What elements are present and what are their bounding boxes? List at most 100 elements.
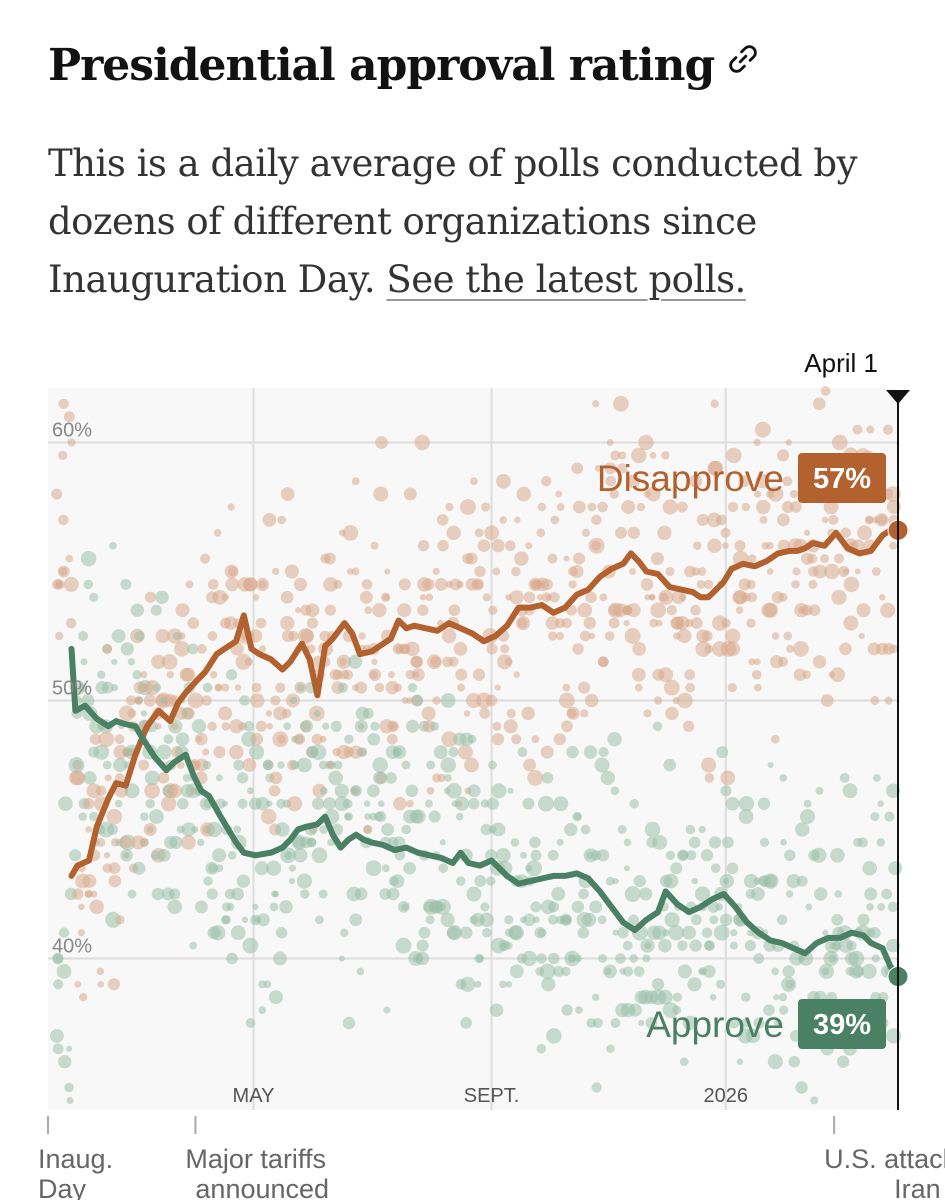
disapprove-poll-dot (182, 707, 195, 720)
approve-poll-dot (252, 903, 259, 911)
approve-poll-dot (233, 759, 245, 771)
approve-poll-dot (231, 887, 244, 901)
latest-polls-link[interactable]: See the latest polls. (386, 258, 746, 301)
disapprove-poll-dot (370, 541, 379, 550)
approve-poll-dot (150, 850, 161, 861)
disapprove-poll-dot (513, 671, 520, 678)
disapprove-poll-dot (572, 643, 584, 655)
approve-poll-dot (58, 927, 70, 938)
disapprove-poll-dot (577, 602, 593, 618)
approve-poll-dot (722, 877, 730, 885)
disapprove-poll-dot (880, 602, 896, 618)
disapprove-poll-dot (662, 499, 678, 515)
disapprove-poll-dot (525, 542, 533, 550)
x-tick-label: 2026 (703, 1085, 748, 1107)
approve-poll-dot (144, 770, 160, 786)
approve-poll-dot (212, 848, 227, 863)
disapprove-poll-dot (458, 744, 473, 760)
approve-poll-dot (488, 760, 497, 770)
approve-poll-dot (640, 938, 655, 953)
approve-poll-dot (315, 915, 324, 925)
approve-poll-dot (778, 993, 788, 1002)
approve-poll-dot (195, 900, 208, 914)
disapprove-poll-dot (319, 735, 327, 743)
disapprove-poll-dot (179, 667, 194, 682)
disapprove-poll-dot (537, 502, 547, 512)
disapprove-poll-dot (689, 474, 703, 488)
approve-poll-dot (256, 913, 270, 927)
disapprove-poll-dot (437, 773, 446, 783)
approve-poll-dot (644, 821, 661, 838)
disapprove-poll-dot (355, 681, 368, 694)
approve-poll-dot (300, 889, 310, 899)
approve-poll-dot (428, 810, 441, 823)
approve-poll-dot (677, 964, 692, 979)
approve-poll-dot (255, 796, 270, 811)
disapprove-poll-dot (692, 541, 702, 550)
approve-poll-dot (578, 888, 589, 900)
x-tick-label: MAY (233, 1085, 275, 1107)
disapprove-poll-dot (323, 552, 336, 565)
disapprove-poll-dot (549, 592, 560, 603)
disapprove-poll-dot (870, 695, 880, 706)
approve-poll-dot (657, 989, 673, 1005)
disapprove-poll-dot (419, 594, 427, 601)
approve-poll-dot (64, 1082, 74, 1093)
disapprove-poll-dot (397, 603, 412, 618)
disapprove-poll-dot (691, 567, 700, 576)
approve-poll-dot (526, 860, 542, 877)
disapprove-poll-dot (710, 399, 719, 408)
approve-poll-dot (589, 900, 603, 914)
approve-poll-dot (328, 770, 343, 786)
approve-poll-dot (615, 953, 626, 964)
disapprove-poll-dot (499, 516, 507, 524)
disapprove-poll-dot (336, 654, 352, 669)
approve-poll-dot (362, 708, 374, 719)
approve-poll-dot (177, 797, 189, 810)
disapprove-poll-dot (213, 529, 222, 537)
approve-poll-dot (474, 953, 484, 964)
approve-poll-dot (113, 757, 128, 773)
disapprove-poll-dot (889, 541, 898, 550)
approve-poll-dot (664, 912, 680, 928)
approve-poll-dot (591, 1082, 602, 1093)
disapprove-poll-dot (174, 641, 190, 657)
disapprove-poll-dot (649, 452, 657, 459)
approve-poll-dot (782, 965, 795, 978)
disapprove-poll-dot (612, 395, 629, 412)
approve-poll-dot (509, 964, 524, 979)
approve-poll-dot (530, 849, 542, 861)
disapprove-poll-dot (682, 720, 695, 732)
disapprove-poll-dot (727, 501, 739, 513)
approve-poll-dot (645, 1017, 658, 1029)
disapprove-poll-dot (82, 874, 97, 889)
disapprove-poll-dot (617, 451, 627, 460)
approve-poll-dot (237, 798, 248, 809)
approve-poll-dot (242, 937, 259, 954)
disapprove-poll-dot (421, 706, 436, 721)
disapprove-poll-dot (270, 695, 281, 706)
disapprove-poll-dot (97, 981, 105, 988)
approve-poll-dot (715, 979, 726, 989)
approve-poll-dot (175, 732, 190, 747)
approve-poll-dot (738, 796, 755, 812)
disapprove-poll-dot (151, 654, 166, 670)
approve-poll-dot (334, 783, 349, 798)
link-icon[interactable] (726, 36, 760, 87)
approve-poll-dot (507, 787, 514, 794)
disapprove-poll-dot (824, 563, 840, 580)
approve-poll-dot (776, 914, 788, 926)
approve-poll-dot (132, 861, 146, 875)
disapprove-poll-dot (509, 590, 524, 605)
disapprove-poll-dot (266, 723, 274, 730)
approve-poll-dot (610, 1018, 621, 1028)
approve-poll-dot (163, 734, 174, 745)
disapprove-poll-dot (457, 683, 466, 692)
disapprove-poll-dot (235, 653, 252, 670)
disapprove-poll-dot (346, 568, 354, 575)
disapprove-poll-dot (441, 628, 457, 644)
approve-poll-dot (440, 693, 456, 708)
disapprove-poll-dot (500, 644, 510, 654)
y-tick-label: 50% (52, 678, 92, 700)
approve-poll-dot (132, 669, 142, 680)
